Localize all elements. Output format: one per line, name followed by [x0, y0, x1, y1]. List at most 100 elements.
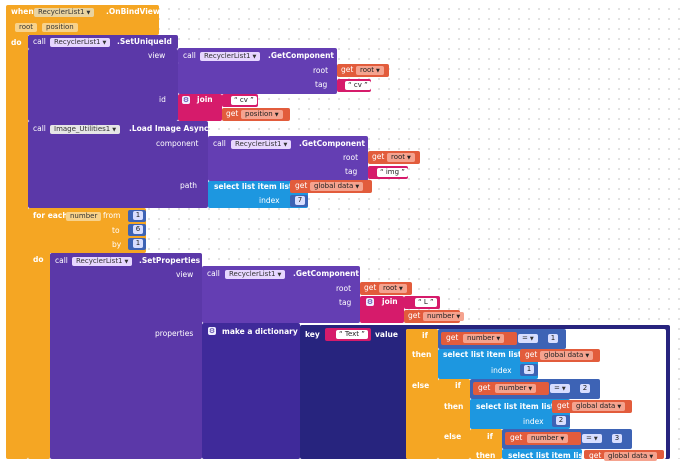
event-block-spine[interactable] [6, 30, 28, 459]
for-each-var[interactable]: number [66, 212, 102, 221]
if1-get-label: get [446, 333, 459, 342]
gc1-call: call [183, 51, 196, 60]
if2-if: if [455, 381, 461, 390]
gc2-call: call [213, 139, 226, 148]
li-component-label: component [156, 139, 199, 148]
if1-if: if [422, 331, 428, 340]
if2-get2-label: get [557, 401, 570, 410]
if3-op-dropdown[interactable]: = ▼ [582, 434, 602, 443]
key-label: key [305, 330, 320, 339]
gc2-tag-value[interactable]: “ img ” [377, 168, 408, 177]
sp-method: .SetProperties [139, 256, 201, 265]
if1-op-dropdown[interactable]: = ▼ [518, 334, 538, 343]
gc3-root-var-dropdown[interactable]: root ▼ [379, 284, 407, 293]
join1-get-label: get [226, 109, 239, 118]
if2-op-dropdown[interactable]: = ▼ [550, 384, 570, 393]
gc2-tag-label: tag [345, 167, 358, 176]
if1-select-label: select list item list [443, 350, 522, 359]
uid-component-dropdown[interactable]: RecyclerList1 ▼ [50, 38, 111, 47]
param-position[interactable]: position [42, 23, 78, 32]
if2-var-dropdown[interactable]: number ▼ [495, 384, 537, 393]
sp-view-label: view [176, 270, 194, 279]
value-label: value [375, 330, 398, 339]
key-value[interactable]: “ Text ” [336, 330, 368, 339]
gc1-root-var-dropdown[interactable]: root ▼ [356, 66, 384, 75]
uid-method: .SetUniqueId [117, 37, 172, 46]
for-each-block-spine[interactable] [28, 250, 50, 459]
when-label: when [11, 7, 34, 16]
if3-get2-label: get [589, 451, 602, 460]
join-gear-icon[interactable]: ⚙ [182, 96, 190, 104]
gc1-tag-label: tag [315, 80, 328, 89]
if1-val[interactable]: 1 [548, 334, 558, 343]
sl1-index-label: index [259, 196, 280, 205]
if1-then: then [412, 350, 432, 359]
if1-index[interactable]: 1 [524, 365, 534, 374]
if3-var-dropdown[interactable]: number ▼ [527, 434, 569, 443]
call-label: call [33, 37, 46, 46]
set-properties-block[interactable] [50, 253, 202, 459]
event-name: .OnBindView [106, 7, 160, 16]
if-block-3[interactable] [470, 429, 502, 459]
li-component-dropdown[interactable]: Image_Utilities1 ▼ [50, 125, 121, 134]
gc3-get-label: get [364, 283, 377, 292]
if1-get2-label: get [525, 350, 538, 359]
from-value[interactable]: 1 [133, 211, 143, 220]
sl1-index-value[interactable]: 7 [295, 196, 305, 205]
sp-props-label: properties [155, 329, 194, 338]
pair-block[interactable] [300, 325, 406, 459]
if3-val[interactable]: 3 [612, 434, 622, 443]
join2-str[interactable]: “ L ” [415, 298, 437, 307]
gc1-tag-value[interactable]: “ cv ” [345, 81, 371, 90]
join2-var-dropdown[interactable]: number ▼ [423, 312, 465, 321]
if2-index[interactable]: 2 [556, 416, 566, 425]
sl1-var-dropdown[interactable]: global data ▼ [310, 182, 364, 191]
param-root[interactable]: root [15, 23, 38, 32]
by-value[interactable]: 1 [133, 239, 143, 248]
if1-else: else [412, 381, 430, 390]
sp-component-dropdown[interactable]: RecyclerList1 ▼ [72, 257, 133, 266]
sl1-get-label: get [295, 181, 308, 190]
dict-label: make a dictionary [222, 327, 298, 336]
gc3-component-dropdown[interactable]: RecyclerList1 ▼ [225, 270, 286, 279]
if3-select-block[interactable] [502, 449, 582, 459]
to-value[interactable]: 6 [133, 225, 143, 234]
for-do-label: do [33, 255, 44, 264]
for-by-label: by [112, 240, 122, 249]
make-dictionary-block[interactable] [202, 323, 300, 459]
join2-get-label: get [408, 311, 421, 320]
event-component-dropdown[interactable]: RecyclerList1 ▼ [34, 8, 95, 17]
dict-gear-icon[interactable]: ⚙ [208, 327, 216, 335]
if-block-2[interactable] [438, 379, 470, 459]
join2-gear-icon[interactable]: ⚙ [366, 298, 374, 306]
if2-list-dropdown[interactable]: global data ▼ [572, 402, 626, 411]
gc1-get-label: get [341, 65, 354, 74]
gc2-component-dropdown[interactable]: RecyclerList1 ▼ [231, 140, 292, 149]
for-each-label: for each [33, 211, 68, 220]
load-image-block[interactable] [28, 121, 208, 208]
if-block-1[interactable] [406, 329, 438, 459]
set-unique-id-body[interactable] [28, 49, 178, 121]
if2-else: else [444, 432, 462, 441]
join1-var-dropdown[interactable]: position ▼ [241, 110, 283, 119]
get-component-block-1-body[interactable] [178, 62, 337, 94]
gc1-method: .GetComponent [268, 51, 335, 60]
if1-index-label: index [491, 366, 512, 375]
gc2-root-var-dropdown[interactable]: root ▼ [387, 153, 415, 162]
uid-view-label: view [148, 51, 166, 60]
li-call: call [33, 124, 46, 133]
if2-index-label: index [523, 417, 544, 426]
join1-str[interactable]: “ cv ” [231, 96, 257, 105]
if3-list-dropdown[interactable]: global data ▼ [604, 452, 658, 461]
if2-val[interactable]: 2 [580, 384, 590, 393]
gc1-component-dropdown[interactable]: RecyclerList1 ▼ [200, 52, 261, 61]
if3-if: if [487, 432, 493, 441]
join2-label: join [382, 297, 398, 306]
if1-list-dropdown[interactable]: global data ▼ [540, 351, 594, 360]
gc3-root-label: root [336, 284, 352, 293]
join1-label: join [197, 95, 213, 104]
if1-var-dropdown[interactable]: number ▼ [463, 334, 505, 343]
gc2-get-label: get [372, 152, 385, 161]
gc2-root-label: root [343, 153, 359, 162]
li-path-label: path [180, 181, 198, 190]
